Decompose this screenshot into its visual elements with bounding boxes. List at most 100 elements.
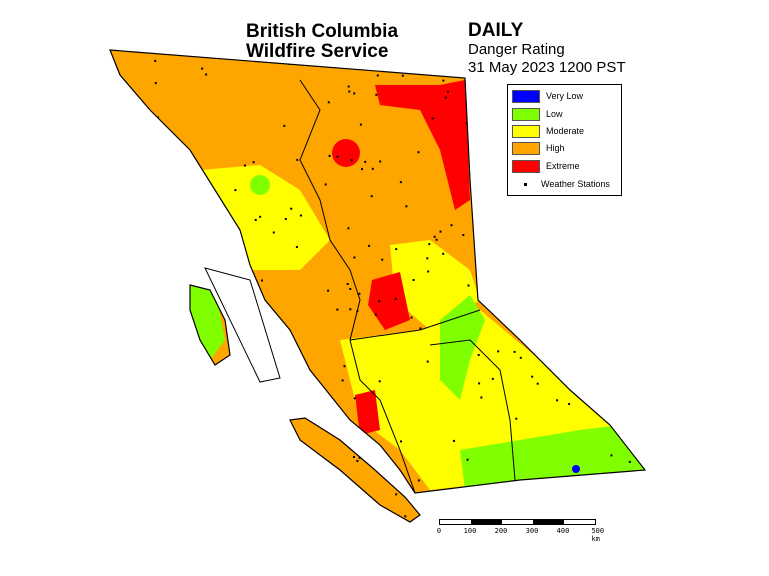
weather-station (549, 338, 552, 341)
weather-station (349, 288, 352, 290)
weather-station (599, 374, 602, 377)
weather-station (409, 61, 412, 64)
weather-station (295, 246, 298, 248)
weather-station (297, 509, 300, 512)
weather-station (478, 382, 481, 385)
weather-station (218, 392, 221, 395)
swatch-moderate (512, 124, 540, 138)
weather-station (472, 124, 475, 127)
weather-station (274, 476, 277, 479)
weather-station (154, 82, 157, 85)
weather-station (254, 218, 257, 221)
weather-station (419, 327, 422, 330)
subtitle: Danger Rating (468, 41, 565, 58)
weather-station (404, 515, 407, 518)
weather-station (241, 295, 244, 298)
weather-station (589, 211, 592, 214)
weather-station (375, 93, 378, 96)
scale-tick: 300 (525, 527, 539, 535)
weather-station (201, 424, 204, 427)
weather-station (543, 243, 546, 246)
weather-station (353, 92, 356, 95)
weather-station (370, 195, 373, 198)
weather-station (343, 365, 346, 368)
zone-extreme (355, 390, 380, 435)
weather-station (635, 310, 638, 313)
zone-extreme (368, 272, 410, 330)
weather-station (518, 81, 521, 84)
weather-station (129, 232, 131, 235)
legend: Very Low Low Moderate High Extreme Weath… (507, 84, 622, 196)
legend-item: Low (512, 107, 563, 121)
weather-station (303, 397, 305, 400)
weather-station (158, 215, 161, 218)
weather-station (491, 377, 494, 380)
weather-station (154, 117, 157, 120)
weather-station (462, 234, 465, 236)
weather-station (175, 203, 178, 206)
weather-station (427, 503, 430, 506)
weather-station (394, 297, 397, 300)
weather-station (137, 223, 140, 226)
weather-station (353, 397, 356, 400)
datetime: 31 May 2023 1200 PST (468, 59, 626, 76)
weather-station (515, 417, 518, 420)
weather-station (535, 479, 538, 482)
weather-station (176, 233, 179, 236)
weather-station (442, 79, 445, 82)
weather-station (376, 74, 379, 77)
weather-station (467, 284, 470, 287)
weather-station (292, 487, 295, 490)
weather-station (167, 283, 170, 286)
weather-station (178, 392, 181, 395)
legend-item: Moderate (512, 124, 584, 138)
weather-station (346, 283, 349, 285)
weather-station (410, 316, 413, 319)
legend-label: Extreme (546, 161, 580, 171)
zone-very-low (572, 465, 580, 473)
weather-station (349, 308, 352, 311)
weather-station (299, 214, 302, 217)
agency-title: British Columbia Wildfire Service (246, 22, 398, 62)
legend-item: High (512, 141, 565, 155)
weather-station (256, 410, 258, 413)
weather-station (177, 422, 180, 425)
weather-station (591, 365, 593, 368)
weather-station (198, 50, 201, 53)
weather-station (631, 425, 634, 428)
weather-station (505, 281, 508, 284)
weather-station (181, 383, 184, 386)
weather-station (374, 313, 377, 316)
weather-station (234, 345, 237, 348)
weather-station (271, 496, 274, 498)
weather-station (205, 73, 208, 76)
weather-station (317, 421, 320, 424)
weather-station (125, 283, 128, 286)
weather-station (154, 59, 157, 62)
station-dot-icon (524, 182, 527, 186)
weather-station (477, 354, 480, 356)
weather-station (362, 515, 365, 518)
weather-station (324, 183, 327, 186)
weather-station (371, 167, 374, 170)
product-title: DAILY (468, 20, 524, 41)
weather-station (144, 217, 147, 220)
weather-station (263, 417, 266, 420)
legend-item: Weather Stations (512, 178, 610, 190)
weather-station (431, 117, 434, 120)
scale-tick: 500 km (591, 527, 605, 543)
weather-station (378, 380, 381, 383)
weather-station (172, 164, 175, 167)
weather-station (401, 475, 404, 478)
weather-station (202, 513, 204, 516)
legend-item: Extreme (512, 159, 580, 173)
weather-station (428, 243, 431, 246)
weather-station (110, 261, 112, 264)
weather-station (153, 485, 155, 488)
weather-station (573, 505, 576, 508)
weather-station (316, 494, 319, 497)
weather-station (192, 413, 195, 416)
weather-station (517, 484, 520, 487)
weather-station (395, 493, 398, 496)
weather-station (426, 360, 429, 363)
